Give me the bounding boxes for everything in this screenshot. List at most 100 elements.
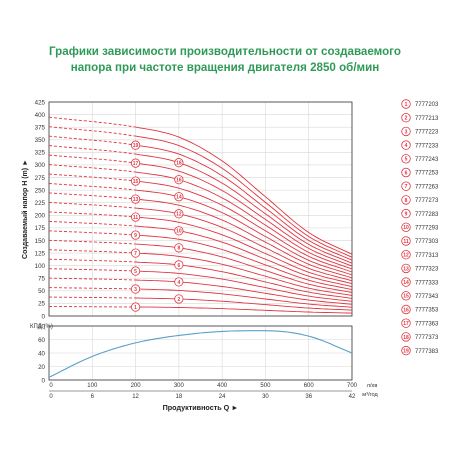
head-curve-3 bbox=[135, 288, 353, 308]
head-curve-dashed-15 bbox=[48, 173, 136, 182]
x-tick-m3: 6 bbox=[91, 394, 95, 400]
legend-marker-circle-1 bbox=[401, 99, 411, 109]
head-curve-13 bbox=[135, 198, 353, 279]
head-curve-dashed-13 bbox=[48, 192, 136, 200]
legend-marker-number: 18 bbox=[403, 335, 409, 341]
head-y-tick-label: 275 bbox=[35, 175, 46, 182]
curve-marker-circle-12 bbox=[174, 209, 184, 219]
head-curve-dashed-20 bbox=[48, 126, 136, 137]
legend-marker-circle-4 bbox=[401, 140, 411, 150]
legend-model-code: 7777383 bbox=[415, 349, 439, 355]
curve-marker-circle-18 bbox=[174, 158, 184, 168]
legend-model-code: 7777363 bbox=[415, 321, 439, 327]
legend-model-code: 7777253 bbox=[415, 171, 439, 177]
efficiency-curve bbox=[48, 330, 353, 378]
x-tick-flow: 0 bbox=[49, 383, 53, 389]
legend-marker-number: 13 bbox=[403, 266, 409, 272]
x-tick-m3: 42 bbox=[349, 394, 356, 400]
legend-marker-circle-17 bbox=[401, 318, 411, 328]
legend-model-code: 7777333 bbox=[415, 280, 439, 286]
head-curve-17 bbox=[135, 162, 353, 267]
legend-marker-number: 7 bbox=[405, 184, 408, 190]
x-tick-flow: 500 bbox=[260, 383, 271, 389]
legend-marker-number: 17 bbox=[403, 321, 409, 327]
curve-marker-label: 9 bbox=[134, 233, 137, 239]
head-y-tick-label: 250 bbox=[35, 187, 46, 194]
curve-marker-circle-3 bbox=[130, 284, 141, 294]
head-curve-dashed-10 bbox=[48, 220, 136, 227]
curve-marker-circle-4 bbox=[174, 277, 184, 287]
head-curve-dashed-3 bbox=[48, 287, 136, 290]
legend-model-code: 7777233 bbox=[415, 143, 439, 149]
head-curve-2 bbox=[135, 297, 353, 311]
legend-model-code: 7777263 bbox=[415, 184, 439, 190]
head-curve-dashed-16 bbox=[48, 164, 136, 173]
x-axis: 0 0 100 6 200 12 300 18 400 24 500 30 600 36 700 42 л/хв… bbox=[49, 383, 378, 412]
head-y-tick-label: 100 bbox=[35, 263, 46, 270]
head-y-tick-label: 400 bbox=[35, 112, 46, 119]
chart-title-line-2: напора при частоте вращения двигателя 28… bbox=[70, 61, 380, 74]
legend-marker-circle-13 bbox=[401, 263, 411, 274]
head-curve-dashed-5 bbox=[48, 268, 136, 272]
head-y-tick-label: 25 bbox=[38, 301, 45, 308]
curve-marker-label: 16 bbox=[176, 178, 182, 184]
legend-marker-number: 4 bbox=[405, 143, 408, 149]
eff-y-tick-label: 80 bbox=[38, 323, 45, 330]
head-curve-12 bbox=[135, 207, 353, 282]
head-curve-10 bbox=[135, 225, 353, 288]
head-curve-4 bbox=[135, 279, 353, 305]
chart-title: Графики зависимости производительности о… bbox=[0, 44, 450, 76]
legend-marker-number: 16 bbox=[403, 307, 409, 313]
head-curve-dashed-17 bbox=[48, 154, 136, 164]
head-y-tick-label: 0 bbox=[42, 313, 46, 320]
head-curve-5 bbox=[135, 270, 353, 302]
curve-marker-circle-7 bbox=[130, 248, 141, 258]
x-tick-m3: 24 bbox=[219, 394, 226, 400]
head-plot-frame bbox=[48, 101, 353, 317]
head-curve-dashed-9 bbox=[48, 230, 136, 236]
head-curve-dashed-14 bbox=[48, 183, 136, 191]
legend-marker-circle-7 bbox=[401, 181, 411, 191]
legend-model-code: 7777293 bbox=[415, 226, 439, 232]
x-unit-m3: м³/год bbox=[362, 392, 378, 398]
head-y-tick-label: 200 bbox=[35, 213, 46, 220]
legend-model-code: 7777343 bbox=[415, 294, 439, 300]
eff-y-axis-label: КПД (%) bbox=[30, 324, 53, 330]
curve-marker-label: 11 bbox=[133, 215, 139, 221]
curve-marker-circle-10 bbox=[174, 226, 184, 236]
x-tick-m3: 30 bbox=[262, 394, 269, 400]
head-curve-dashed-4 bbox=[48, 277, 136, 281]
curve-marker-label: 15 bbox=[133, 179, 139, 185]
legend-marker-circle-5 bbox=[401, 154, 411, 164]
curve-marker-label: 3 bbox=[134, 287, 137, 293]
head-curve-15 bbox=[135, 180, 353, 273]
curve-marker-circle-5 bbox=[130, 266, 141, 276]
legend-marker-circle-8 bbox=[401, 195, 411, 205]
legend-marker-circle-3 bbox=[401, 126, 411, 137]
legend-marker-number: 14 bbox=[403, 280, 409, 286]
legend-marker-number: 1 bbox=[405, 102, 408, 108]
head-y-tick-label: 325 bbox=[35, 150, 46, 157]
curve-marker-label: 6 bbox=[177, 263, 180, 269]
curve-marker-circle-13 bbox=[130, 194, 141, 204]
legend-marker-number: 5 bbox=[405, 157, 408, 163]
legend-model-code: 7777213 bbox=[415, 116, 439, 122]
curve-marker-label: 14 bbox=[176, 195, 182, 201]
x-axis-label: Продуктивность Q ► bbox=[163, 403, 239, 412]
x-tick-m3: 36 bbox=[305, 394, 312, 400]
legend-marker-circle-16 bbox=[401, 304, 411, 315]
legend-model-code: 7777283 bbox=[415, 212, 439, 218]
x-tick-m3: 12 bbox=[132, 394, 139, 400]
legend-marker-circle-19 bbox=[401, 345, 411, 356]
head-curve-dashed-8 bbox=[48, 239, 136, 245]
head-curve-19 bbox=[135, 144, 353, 261]
legend-marker-circle-6 bbox=[401, 167, 411, 178]
head-y-tick-label: 425 bbox=[35, 99, 46, 106]
head-y-tick-label: 125 bbox=[35, 250, 46, 257]
head-curve-18 bbox=[135, 153, 353, 264]
legend-marker-number: 19 bbox=[403, 349, 409, 355]
legend-marker-circle-11 bbox=[401, 236, 411, 246]
curve-marker-circle-1 bbox=[130, 302, 141, 312]
legend: 1 7777203 2 7777213 3 7777223 4 7777233 5 7777243… bbox=[401, 99, 439, 356]
